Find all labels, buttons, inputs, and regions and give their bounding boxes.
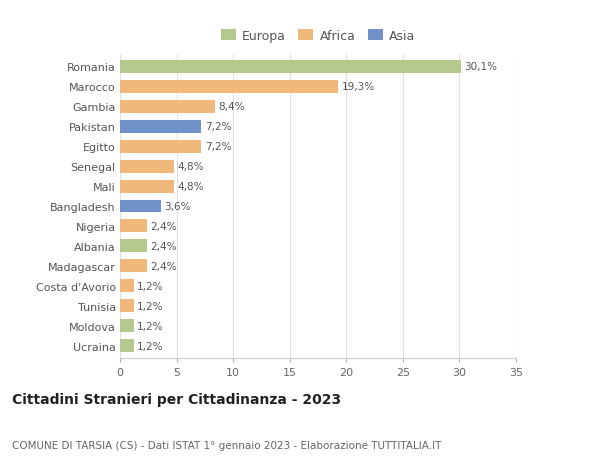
Text: 3,6%: 3,6%	[164, 202, 191, 212]
Bar	[120, 319, 134, 333]
Bar	[120, 300, 134, 313]
Text: 4,8%: 4,8%	[178, 182, 204, 191]
Bar	[120, 80, 338, 94]
Bar	[120, 120, 202, 133]
Text: 30,1%: 30,1%	[464, 62, 497, 72]
Text: 1,2%: 1,2%	[137, 341, 163, 351]
Bar	[120, 160, 175, 173]
Bar	[120, 200, 161, 213]
Text: 4,8%: 4,8%	[178, 162, 204, 172]
Text: 1,2%: 1,2%	[137, 281, 163, 291]
Text: 1,2%: 1,2%	[137, 321, 163, 331]
Text: Cittadini Stranieri per Cittadinanza - 2023: Cittadini Stranieri per Cittadinanza - 2…	[12, 392, 341, 406]
Bar	[120, 101, 215, 113]
Bar	[120, 240, 147, 253]
Text: 7,2%: 7,2%	[205, 142, 232, 152]
Text: 8,4%: 8,4%	[218, 102, 245, 112]
Text: 7,2%: 7,2%	[205, 122, 232, 132]
Text: 2,4%: 2,4%	[151, 261, 177, 271]
Bar	[120, 340, 134, 353]
Bar	[120, 140, 202, 153]
Text: 2,4%: 2,4%	[151, 241, 177, 252]
Text: 1,2%: 1,2%	[137, 301, 163, 311]
Bar	[120, 280, 134, 293]
Bar	[120, 260, 147, 273]
Bar	[120, 220, 147, 233]
Legend: Europa, Africa, Asia: Europa, Africa, Asia	[221, 30, 415, 43]
Text: 19,3%: 19,3%	[342, 82, 375, 92]
Text: 2,4%: 2,4%	[151, 222, 177, 231]
Bar	[120, 180, 175, 193]
Text: COMUNE DI TARSIA (CS) - Dati ISTAT 1° gennaio 2023 - Elaborazione TUTTITALIA.IT: COMUNE DI TARSIA (CS) - Dati ISTAT 1° ge…	[12, 440, 442, 450]
Bar	[120, 61, 461, 73]
